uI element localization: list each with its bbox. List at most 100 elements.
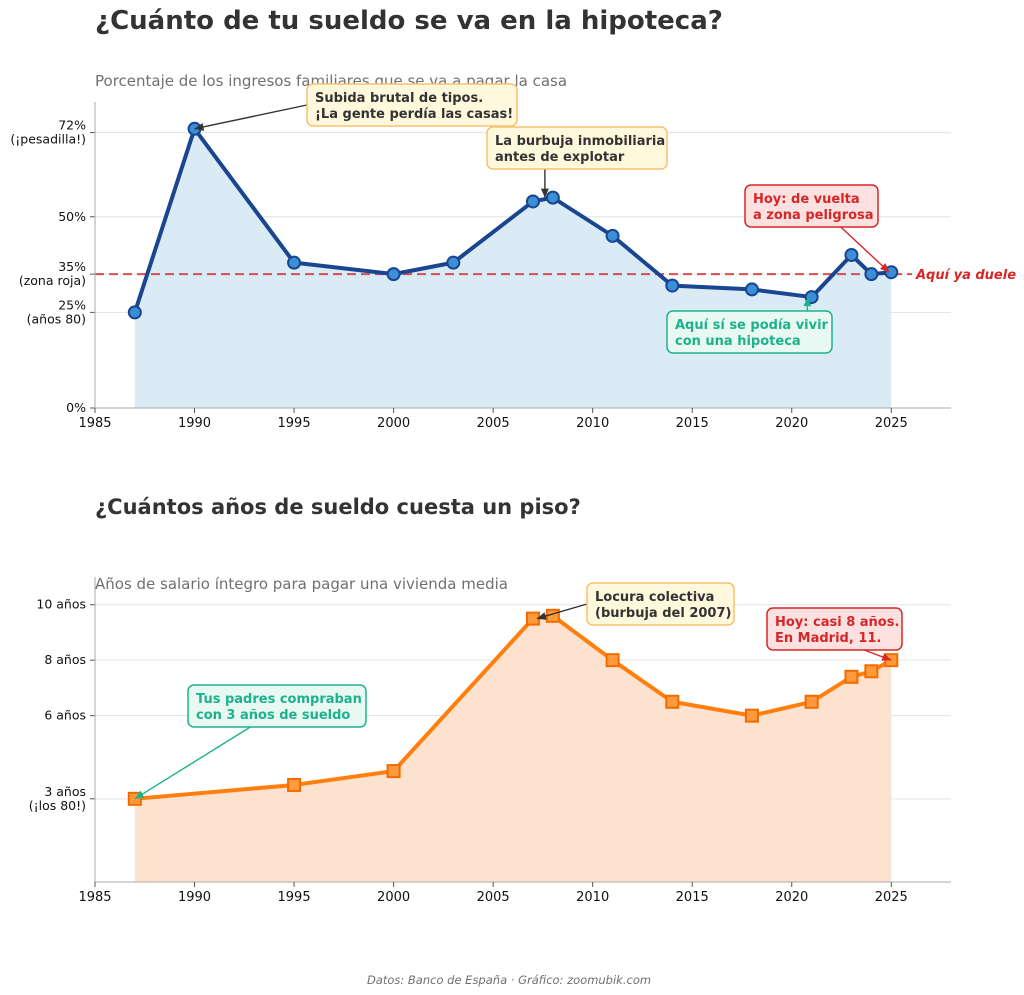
chart1-annotation-arrowhead — [540, 188, 549, 198]
chart1-data-point — [864, 267, 879, 282]
chart1-xtick-label: 2000 — [377, 416, 410, 431]
chart1-line — [132, 126, 892, 313]
chart1-data-point — [744, 282, 759, 297]
chart-mortgage-share: ¿Cuánto de tu sueldo se va en la hipotec… — [10, 6, 1016, 431]
chart1-data-point — [446, 255, 461, 270]
chart2-data-point — [864, 664, 879, 679]
chart1-annotation-box — [744, 184, 879, 228]
chart1-ytick-label: 35% — [58, 259, 86, 274]
chart2-xtick-label: 2000 — [377, 890, 410, 905]
chart1-data-point — [525, 194, 540, 209]
chart1-ytick-label: 50% — [58, 209, 86, 224]
chart1-data-point — [605, 228, 620, 243]
chart2-subtitle: Años de salario íntegro para pagar una v… — [95, 575, 508, 593]
source-note: Datos: Banco de España · Gráfico: zoomub… — [367, 973, 651, 987]
chart1-ytick-label: (¡pesadilla!) — [10, 132, 86, 147]
chart2-annotation-box — [766, 607, 903, 651]
chart2-data-point — [287, 777, 302, 792]
chart2-area-fill — [134, 615, 892, 882]
chart2-xtick-label: 1995 — [278, 890, 311, 905]
chart1-points — [127, 121, 899, 320]
chart2-axes: 3 años(¡los 80!) 6 años 8 años 10 años 1985 1… — [29, 577, 951, 905]
chart2-data-point — [844, 669, 859, 684]
chart-salary-years: ¿Cuántos años de sueldo cuesta un piso? … — [29, 495, 951, 905]
chart1-xtick-label: 2010 — [576, 416, 609, 431]
chart1-data-point — [127, 305, 142, 320]
chart1-data-point — [287, 255, 302, 270]
chart1-ytick-label: (zona roja) — [19, 273, 86, 288]
chart1-annotation-box — [486, 126, 668, 170]
chart1-data-point — [884, 265, 899, 280]
chart2-annotation-arrowhead — [536, 612, 547, 620]
chart1-annotation-arrow — [194, 104, 308, 130]
chart1-ytick-label: 25% — [58, 297, 86, 312]
chart2-xtick-label: 2015 — [676, 890, 709, 905]
chart1-annotation-text: con una hipoteca — [675, 334, 801, 349]
chart1-xtick-label: 2015 — [676, 416, 709, 431]
chart2-xtick-label: 1985 — [78, 890, 111, 905]
chart1-xtick-label: 1990 — [178, 416, 211, 431]
chart2-ytick-label: 10 años — [36, 597, 86, 612]
chart1-annotation-arrowhead — [194, 123, 205, 131]
chart2-data-point — [386, 764, 401, 779]
chart1-xtick-label: 2025 — [875, 416, 908, 431]
chart2-annotation-arrowhead — [881, 653, 892, 661]
chart2-area — [134, 615, 892, 882]
chart2-xtick-label: 2025 — [875, 890, 908, 905]
chart2-data-point — [665, 694, 680, 709]
chart2-xtick-label: 1990 — [178, 890, 211, 905]
chart2-xtick-label: 2020 — [775, 890, 808, 905]
chart1-ytick-label: 0% — [66, 400, 86, 415]
chart2-data-point — [804, 694, 819, 709]
chart2-annotation-text: (burbuja del 2007) — [595, 606, 731, 621]
chart1-data-point — [844, 248, 859, 262]
chart2-ytick-label: 8 años — [44, 652, 86, 667]
chart2-annotation-text: Locura colectiva — [595, 590, 714, 605]
chart2-title: ¿Cuántos años de sueldo cuesta un piso? — [95, 495, 581, 519]
chart1-annotation-arrowhead — [803, 297, 812, 307]
chart1-annotation-text: ¡La gente perdía las casas! — [315, 107, 513, 122]
chart1-area-fill — [134, 128, 892, 408]
chart1-annotation-arrow — [840, 226, 890, 273]
chart1-xtick-label: 2005 — [477, 416, 510, 431]
chart1-area — [134, 128, 892, 408]
chart2-ytick-label: (¡los 80!) — [29, 798, 86, 813]
chart1-annotation-box — [666, 310, 833, 354]
chart1-annotation-text: antes de explotar — [495, 150, 625, 165]
chart2-annotation-text: con 3 años de sueldo — [196, 708, 350, 723]
chart2-annotation-arrow — [134, 726, 251, 800]
chart2-annotation-text: Tus padres compraban — [196, 692, 362, 707]
chart2-ytick-label: 6 años — [44, 708, 86, 723]
chart1-xtick-label: 2020 — [775, 416, 808, 431]
chart1-annotation-arrowhead — [879, 263, 890, 273]
chart1-annotation-box — [306, 83, 518, 127]
chart2-annotations: Locura colectiva(burbuja del 2007) Hoy: c… — [134, 582, 903, 800]
chart2-xtick-label: 2010 — [576, 890, 609, 905]
chart1-xtick-label: 1995 — [278, 416, 311, 431]
chart2-annotation-arrowhead — [134, 790, 145, 799]
chart1-annotation-text: La burbuja inmobiliaria — [495, 134, 665, 149]
chart2-data-point — [744, 708, 759, 723]
chart1-ytick-label: 72% — [58, 118, 86, 133]
chart2-xtick-label: 2005 — [477, 890, 510, 905]
chart1-annotation-text: Hoy: de vuelta — [753, 192, 860, 207]
chart2-ytick-label: 3 años — [44, 784, 86, 799]
chart2-annotation-box — [586, 582, 735, 626]
chart2-annotation-text: Hoy: casi 8 años. — [775, 615, 899, 630]
chart1-threshold-label: Aquí ya duele — [915, 268, 1016, 283]
chart1-threshold: Aquí ya duele — [95, 268, 1016, 283]
chart1-data-point — [665, 278, 680, 293]
chart2-data-point — [605, 653, 620, 668]
chart1-series-line — [132, 126, 892, 313]
chart1-ytick-label: (años 80) — [27, 311, 86, 326]
chart2-annotation-box — [187, 684, 367, 728]
chart1-axes: 0% 25%(años 80) 35%(zona roja) 50% 72%(¡pesa… — [10, 102, 951, 431]
chart1-annotation-text: Subida brutal de tipos. — [315, 91, 483, 106]
chart1-annotations: Subida brutal de tipos.¡La gente perdía … — [194, 83, 890, 354]
chart1-xtick-label: 1985 — [78, 416, 111, 431]
chart1-annotation-text: Aquí sí se podía vivir — [675, 318, 829, 333]
chart1-annotation-text: a zona peligrosa — [753, 208, 874, 223]
chart1-data-point — [545, 190, 560, 205]
chart2-annotation-text: En Madrid, 11. — [775, 631, 881, 646]
